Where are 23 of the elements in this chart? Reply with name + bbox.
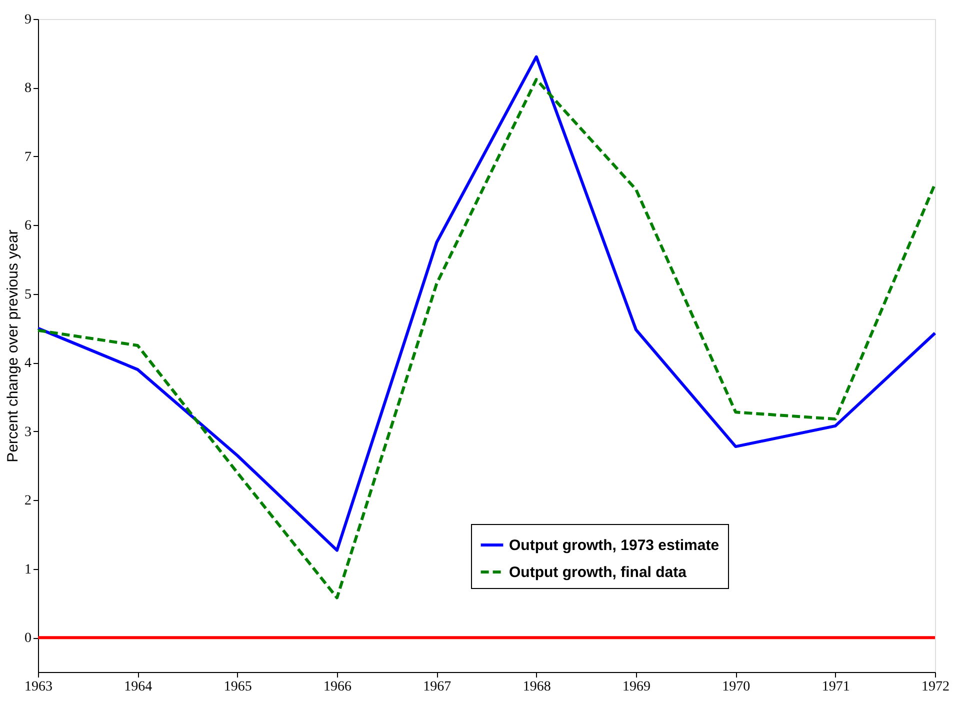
y-tick-label: 9 <box>24 12 32 28</box>
x-tick-label: 1966 <box>324 680 352 694</box>
x-tick-label: 1965 <box>224 680 252 694</box>
y-axis-title: Percent change over previous year <box>4 230 22 462</box>
legend-label: Output growth, 1973 estimate <box>509 537 720 554</box>
x-tick-label: 1964 <box>124 680 152 694</box>
y-tick-label: 1 <box>24 562 32 578</box>
x-tick-label: 1967 <box>423 680 452 694</box>
y-tick-label: 2 <box>24 494 32 509</box>
x-tick-label: 1963 <box>24 680 52 694</box>
y-tick-label: 6 <box>24 218 32 234</box>
y-tick-label: 0 <box>24 631 32 646</box>
x-tick-label: 1971 <box>822 680 850 694</box>
x-tick-label: 1968 <box>522 680 551 694</box>
y-tick-label: 3 <box>24 424 32 440</box>
y-tick-label: 8 <box>24 81 32 96</box>
y-tick-label: 4 <box>24 356 32 372</box>
legend-label: Output growth, final data <box>509 564 688 581</box>
y-tick-label: 5 <box>24 287 32 302</box>
y-tick-label: 7 <box>24 150 32 165</box>
x-tick-label: 1970 <box>722 680 750 694</box>
x-tick-label: 1969 <box>622 680 650 694</box>
x-tick-label: 1972 <box>922 680 950 694</box>
